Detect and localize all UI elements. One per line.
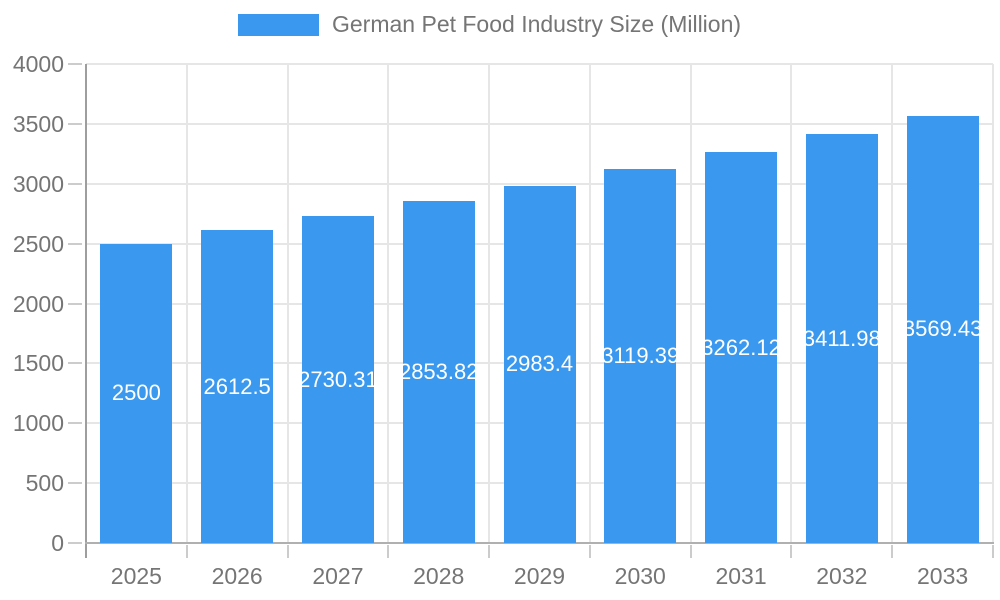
x-gridline [891,64,894,543]
y-gridline [86,122,993,125]
bar-2028[interactable]: 2853.82 [402,201,475,543]
x-axis-category-label: 2030 [614,563,666,589]
x-gridline [387,64,390,543]
x-gridline [488,64,491,543]
bar-value-label: 2853.82 [402,359,475,385]
x-axis-tick [891,545,894,558]
y-axis-tick-label: 2000 [12,290,64,317]
bar-2027[interactable]: 2730.31 [301,216,374,543]
x-axis-tick [790,545,793,558]
y-axis-tick-label: 500 [25,470,64,497]
x-axis-tick [992,545,994,558]
y-axis-tick-label: 1500 [12,350,64,377]
y-axis-tick-label: 4000 [12,51,64,77]
y-axis-tick [68,302,82,305]
bar-2029[interactable]: 2983.4 [503,185,576,543]
y-axis-line [85,64,87,558]
y-axis-tick-label: 2500 [12,230,64,257]
legend-label: German Pet Food Industry Size (Million) [332,11,742,37]
y-axis-tick [68,242,82,245]
x-axis-tick [185,545,188,558]
y-axis-tick [68,422,82,425]
y-gridline [86,182,993,185]
bar-value-label: 3119.39 [604,343,677,369]
bar-value-label: 3262.12 [705,334,778,360]
bar-2026[interactable]: 2612.5 [201,230,274,543]
x-gridline [185,64,188,543]
x-axis-tick [286,545,289,558]
x-gridline [689,64,692,543]
y-gridline [86,63,993,65]
y-axis-tick-label: 0 [51,530,64,556]
bar-value-label: 2500 [111,380,161,406]
legend[interactable]: German Pet Food Industry Size (Million) [238,11,741,38]
x-axis-category-label: 2031 [715,563,767,589]
y-axis-tick [68,182,82,185]
x-axis-category-label: 2029 [513,563,566,589]
x-axis-category-label: 2028 [413,563,465,589]
x-axis-category-label: 2026 [211,563,263,589]
x-axis-category-label: 2027 [312,563,364,589]
x-axis-category-label: 2033 [917,563,969,589]
bar-2032[interactable]: 3411.98 [805,134,878,543]
bar-2033[interactable]: 3569.43 [906,115,979,543]
bar-value-label: 2730.31 [301,366,374,392]
y-axis-tick [68,122,82,125]
x-axis-tick [387,545,390,558]
x-axis-category-label: 2025 [110,563,162,589]
y-axis-tick-label: 1000 [12,410,64,437]
bar-value-label: 2983.4 [505,351,574,377]
legend-swatch-icon [238,13,319,36]
x-gridline [992,64,994,543]
bar-value-label: 3569.43 [906,316,979,342]
bar-2025[interactable]: 2500 [100,243,173,543]
bar-value-label: 3411.98 [805,325,878,351]
bar-value-label: 2612.5 [203,373,271,399]
y-axis-tick [68,542,82,544]
bar-2031[interactable]: 3262.12 [705,152,778,543]
x-gridline [790,64,793,543]
x-axis-line [85,542,994,544]
bar-2030[interactable]: 3119.39 [604,169,677,543]
y-axis-tick-label: 3500 [12,110,64,137]
x-gridline [286,64,289,543]
x-axis-tick [689,545,692,558]
y-axis-tick-label: 3000 [12,170,64,197]
y-axis-tick [68,482,82,485]
x-axis-tick [488,545,491,558]
y-axis-tick [68,63,82,65]
x-gridline [588,64,591,543]
y-axis-tick [68,362,82,365]
x-axis-tick [588,545,591,558]
x-axis-category-label: 2032 [816,563,868,589]
